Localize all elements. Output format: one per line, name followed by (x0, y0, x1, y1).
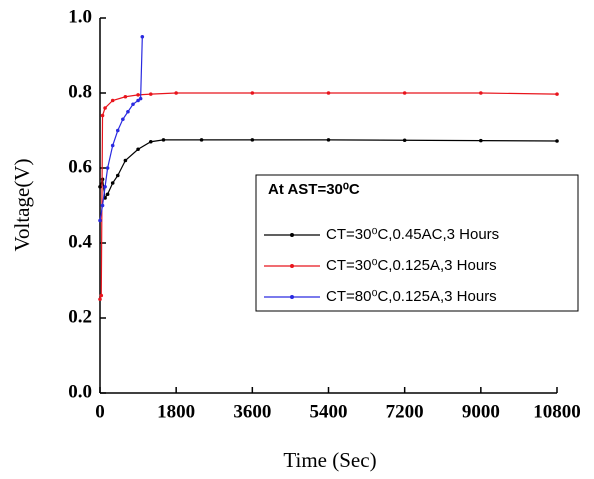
data-point (98, 297, 102, 302)
data-point (326, 91, 331, 95)
series-line (99, 36, 143, 221)
y-tick-label: 0.6 (68, 156, 92, 177)
x-tick-label: 0 (95, 401, 105, 422)
data-point (199, 138, 204, 142)
data-point (136, 98, 140, 103)
legend-box (255, 174, 579, 312)
data-point (148, 92, 153, 96)
data-point (479, 91, 483, 95)
data-point (161, 138, 166, 142)
data-point (121, 117, 125, 122)
x-tick-label: 9000 (462, 401, 500, 422)
data-point (100, 203, 105, 208)
legend-title: At AST=30⁰C (268, 181, 360, 198)
y-tick-label: 1.0 (68, 6, 92, 27)
data-point (138, 96, 143, 101)
x-tick-label: 1800 (157, 401, 195, 422)
data-point (110, 98, 115, 103)
data-point (98, 184, 102, 189)
x-tick-label: 5400 (310, 401, 348, 422)
data-point (115, 173, 120, 178)
data-point (555, 139, 559, 143)
legend-label: CT=30⁰C,0.125A,3 Hours (326, 257, 497, 274)
data-point (126, 109, 130, 114)
x-tick-label: 3600 (233, 401, 271, 422)
data-point (402, 91, 407, 95)
data-point (326, 138, 331, 142)
data-point (103, 184, 107, 189)
x-tick-label: 7200 (386, 401, 424, 422)
data-point (555, 92, 559, 96)
data-point (123, 158, 128, 163)
y-tick-label: 0.4 (68, 231, 92, 252)
data-point (140, 34, 145, 39)
data-point (105, 192, 110, 197)
data-point (123, 94, 128, 99)
y-tick-label: 0.0 (68, 381, 92, 402)
y-tick-label: 0.8 (68, 81, 92, 102)
data-point (115, 128, 120, 133)
data-point (110, 181, 115, 185)
legend-marker (290, 264, 294, 268)
data-point (131, 102, 135, 107)
data-point (136, 147, 140, 152)
data-point (103, 106, 107, 110)
series-line (99, 139, 558, 200)
data-point (250, 138, 255, 142)
legend-label: CT=30⁰C,0.45AC,3 Hours (326, 226, 499, 243)
data-point (105, 166, 110, 170)
legend-marker (290, 233, 294, 237)
data-point (98, 218, 102, 223)
data-point (110, 143, 115, 148)
data-point (136, 93, 140, 97)
data-point (99, 293, 104, 298)
x-axis-label: Time (Sec) (283, 448, 376, 472)
y-axis-label: Voltage(V) (10, 159, 34, 252)
data-point (148, 139, 153, 144)
data-point (402, 138, 407, 143)
data-point (174, 91, 178, 95)
x-tick-label: 10800 (533, 401, 581, 422)
y-tick-label: 0.2 (68, 306, 92, 327)
legend-marker (290, 295, 294, 299)
data-point (479, 138, 483, 143)
data-point (100, 113, 105, 118)
legend-label: CT=80⁰C,0.125A,3 Hours (326, 288, 497, 305)
data-point (250, 91, 255, 95)
